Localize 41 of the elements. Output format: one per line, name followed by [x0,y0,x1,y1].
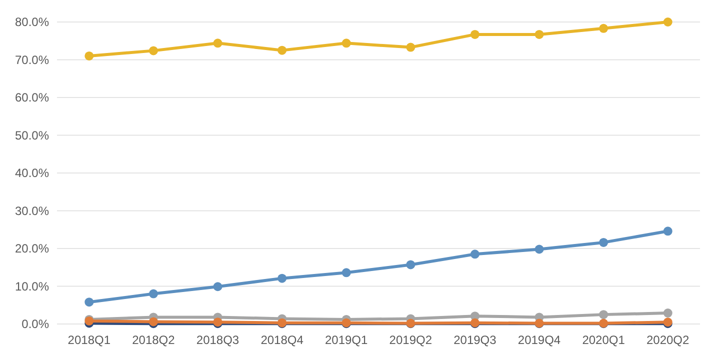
x-tick-label: 2020Q2 [646,333,690,347]
point [599,238,608,247]
point [84,298,94,307]
y-tick-label: 10.0% [14,279,50,294]
point [148,289,158,298]
point [534,244,544,254]
point [599,24,608,33]
y-tick-label: 50.0% [14,128,50,142]
y-tick-label: 0.0% [22,317,50,332]
point [406,260,416,270]
x-tick-label: 2020Q1 [582,333,626,347]
point [342,38,351,48]
point [278,46,287,55]
point [663,18,672,26]
y-tick-label: 20.0% [14,242,50,256]
x-tick-label: 2019Q2 [389,333,432,347]
x-tick-label: 2019Q4 [518,333,561,347]
point [534,30,544,39]
x-tick-label: 2019Q3 [454,333,497,347]
x-tick-label: 2019Q1 [325,333,368,347]
x-tick-label: 2018Q1 [68,333,111,347]
point [470,30,480,39]
point [406,42,416,52]
point [599,310,608,320]
x-tick-label: 2018Q2 [132,333,176,347]
point [84,51,94,60]
point [470,250,480,259]
point [148,46,158,56]
y-tick-label: 40.0% [14,166,50,180]
point [342,268,351,278]
x-tick-label: 2018Q4 [260,333,304,347]
y-tick-label: 60.0% [14,90,50,105]
y-tick-label: 30.0% [14,204,50,218]
point [663,226,672,236]
point [213,38,222,48]
y-tick-label: 70.0% [14,52,50,67]
point [278,274,287,283]
x-tick-label: 2018Q3 [196,333,240,347]
point [663,308,672,318]
y-tick-label: 80.0% [14,15,50,30]
point [213,282,222,292]
